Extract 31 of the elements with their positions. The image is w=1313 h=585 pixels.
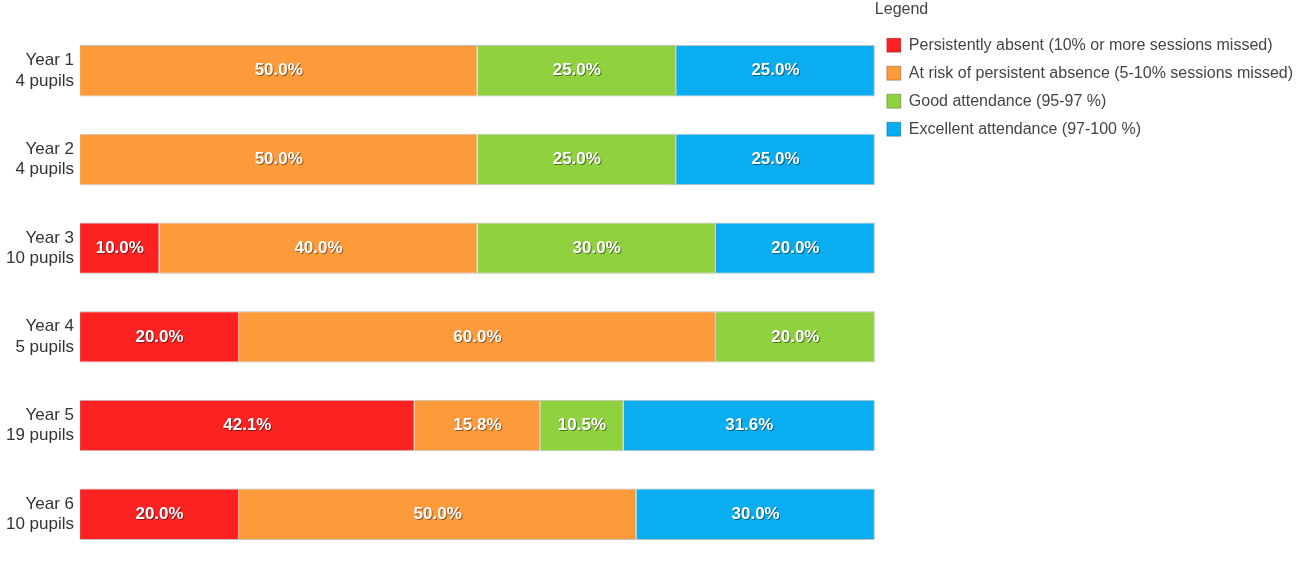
- y-tick-label: Year 3 10 pupils: [5, 227, 75, 268]
- data-label: 25.0%: [751, 60, 800, 80]
- data-label: 20.0%: [135, 503, 184, 523]
- data-label: 10.0%: [95, 237, 144, 257]
- data-label: 50.0%: [413, 503, 462, 523]
- data-label: 30.0%: [572, 237, 621, 257]
- data-label: 20.0%: [135, 326, 184, 346]
- data-label: 42.1%: [223, 415, 272, 435]
- legend-label: Persistently absent (10% or more sessions missed): [908, 35, 1273, 53]
- data-label: 20.0%: [771, 326, 820, 346]
- legend-title: Legend: [874, 0, 929, 18]
- data-label: 40.0%: [294, 237, 343, 257]
- data-label: 25.0%: [552, 60, 601, 80]
- y-tick-label: Year 6 10 pupils: [5, 493, 75, 534]
- y-tick-label: Year 5 19 pupils: [5, 405, 75, 445]
- y-tick-label: Year 4 5 pupils: [15, 316, 75, 356]
- legend-label: Excellent attendance (97-100 %): [908, 119, 1141, 137]
- data-label: 60.0%: [453, 326, 502, 346]
- legend-label: Good attendance (95-97 %): [908, 91, 1107, 109]
- data-label: 31.6%: [725, 415, 774, 435]
- data-label: 10.5%: [558, 416, 608, 436]
- data-label: 15.8%: [454, 416, 503, 436]
- data-label: 20.0%: [771, 237, 820, 257]
- data-label: 50.0%: [254, 60, 303, 80]
- data-label: 30.0%: [731, 503, 780, 523]
- legend-label: At risk of persistent absence (5-10% sessions missed): [908, 63, 1293, 81]
- data-label: 25.0%: [752, 150, 801, 170]
- y-tick-label: Year 2 4 pupils: [15, 138, 75, 179]
- data-label: 50.0%: [254, 149, 303, 169]
- y-tick-label: Year 1 4 pupils: [15, 50, 75, 90]
- data-label: 25.0%: [553, 150, 602, 170]
